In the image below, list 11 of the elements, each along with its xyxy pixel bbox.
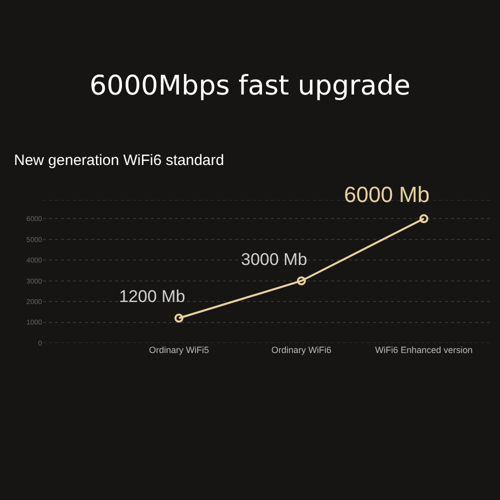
data-label: 3000 Mb	[241, 250, 308, 269]
x-tick-label: Ordinary WiFi6	[271, 345, 332, 355]
chart-subtitle: New generation WiFi6 standard	[14, 152, 224, 169]
data-label: 1200 Mb	[119, 287, 186, 306]
point	[296, 276, 306, 286]
point	[174, 314, 184, 323]
x-tick-label: Ordinary WiFi5	[148, 345, 209, 355]
point	[419, 214, 428, 224]
chart-title: 6000Mbps fast upgrade	[89, 70, 411, 102]
x-tick-label: WiFi6 Enhanced version	[375, 345, 473, 355]
data-label: 6000 Mb	[344, 182, 430, 207]
